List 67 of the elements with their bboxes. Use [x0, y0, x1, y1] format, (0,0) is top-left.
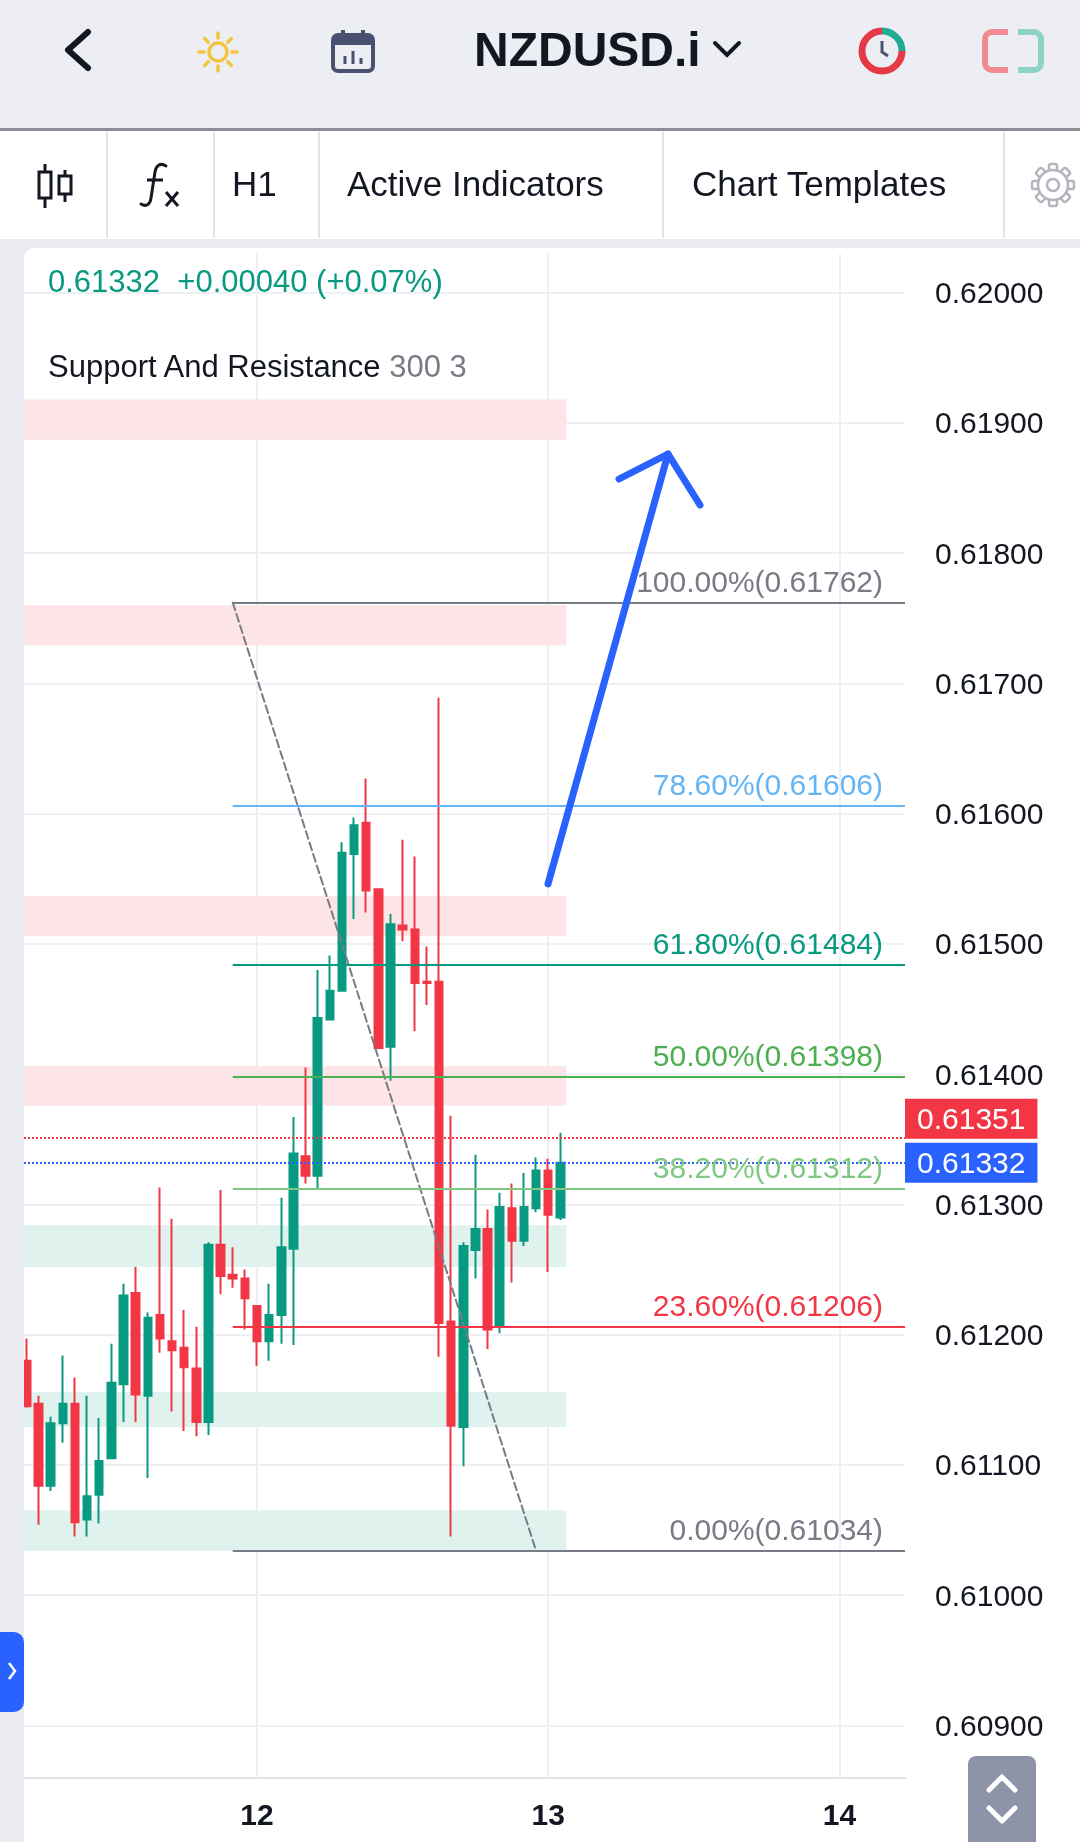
annotation: 0.61332 +0.00040 (+0.07%) — [48, 264, 443, 299]
annotation: 300 3 — [389, 349, 467, 384]
y-tick-label: 0.61200 — [935, 1318, 1044, 1352]
candlestick — [227, 1246, 238, 1289]
candlestick — [410, 855, 420, 1033]
candlestick — [179, 1308, 189, 1433]
candlestick — [470, 1153, 481, 1280]
ref-line-label: 0.00%(0.61034) — [669, 1513, 883, 1547]
candlestick — [397, 838, 408, 943]
x-tick-label: 13 — [531, 1798, 565, 1831]
candlestick — [58, 1354, 68, 1444]
candlestick — [215, 1189, 226, 1296]
candlestick — [531, 1156, 541, 1214]
candlestick — [288, 1116, 299, 1347]
y-tick-label: 0.61400 — [935, 1057, 1044, 1091]
candlestick — [494, 1191, 505, 1335]
ref-line-label: 0.61351 — [917, 1102, 1026, 1136]
candlestick — [507, 1182, 517, 1284]
candlestick — [82, 1394, 92, 1538]
ref-line-label: 78.60%(0.61606) — [652, 768, 883, 802]
candlestick — [264, 1282, 274, 1362]
y-tick-label: 0.61700 — [935, 666, 1044, 700]
candlestick — [130, 1265, 141, 1423]
y-tick-label: 0.61800 — [935, 536, 1044, 570]
candlestick — [106, 1342, 117, 1460]
candlestick — [373, 888, 384, 1051]
x-tick-label: 12 — [240, 1798, 274, 1831]
candlestick — [24, 1337, 32, 1409]
candlestick — [519, 1172, 529, 1248]
x-tick-label: 14 — [822, 1798, 857, 1831]
chart-title: NZDUSD.i — [474, 23, 701, 76]
y-tick-label: 0.62000 — [935, 276, 1044, 310]
ref-line-label: 61.80%(0.61484) — [652, 927, 883, 961]
y-tick-label: 0.61500 — [935, 927, 1044, 961]
y-tick-label: 0.61100 — [935, 1448, 1042, 1482]
y-tick-label: 0.61600 — [935, 797, 1044, 831]
candlestick — [143, 1311, 153, 1479]
y-tick-label: 0.61300 — [935, 1187, 1044, 1221]
candlestick — [203, 1241, 214, 1436]
ref-line-label: 23.60%(0.61206) — [652, 1289, 883, 1323]
candlestick — [155, 1186, 165, 1354]
candlestick — [191, 1325, 202, 1438]
ref-line-label: 100.00%(0.61762) — [636, 565, 883, 599]
candlestick — [167, 1217, 177, 1413]
text: H1 — [232, 164, 277, 203]
y-tick-label: 0.60900 — [935, 1708, 1044, 1742]
candlestick — [361, 777, 371, 914]
candlestick — [458, 1241, 469, 1468]
candlestick — [349, 816, 359, 921]
annotation: Support And Resistance — [48, 349, 381, 384]
candlestick — [70, 1376, 80, 1538]
y-tick-label: 0.61900 — [935, 406, 1044, 440]
candlestick — [312, 968, 323, 1190]
y-tick-label: 0.61000 — [935, 1578, 1044, 1612]
candlestick — [94, 1416, 104, 1525]
candlestick — [555, 1131, 566, 1221]
candlestick — [45, 1415, 56, 1492]
candlestick — [276, 1196, 287, 1345]
ref-line-label: 38.20%(0.61312) — [652, 1151, 883, 1185]
candlestick — [543, 1157, 553, 1274]
candlestick — [118, 1282, 129, 1423]
candlestick — [33, 1394, 44, 1526]
text: Active Indicators — [347, 164, 604, 203]
candlestick — [422, 945, 432, 1007]
ref-line-label: 0.61332 — [917, 1146, 1026, 1180]
ref-line-label: 50.00%(0.61398) — [652, 1039, 883, 1073]
text: Chart Templates — [692, 164, 947, 203]
